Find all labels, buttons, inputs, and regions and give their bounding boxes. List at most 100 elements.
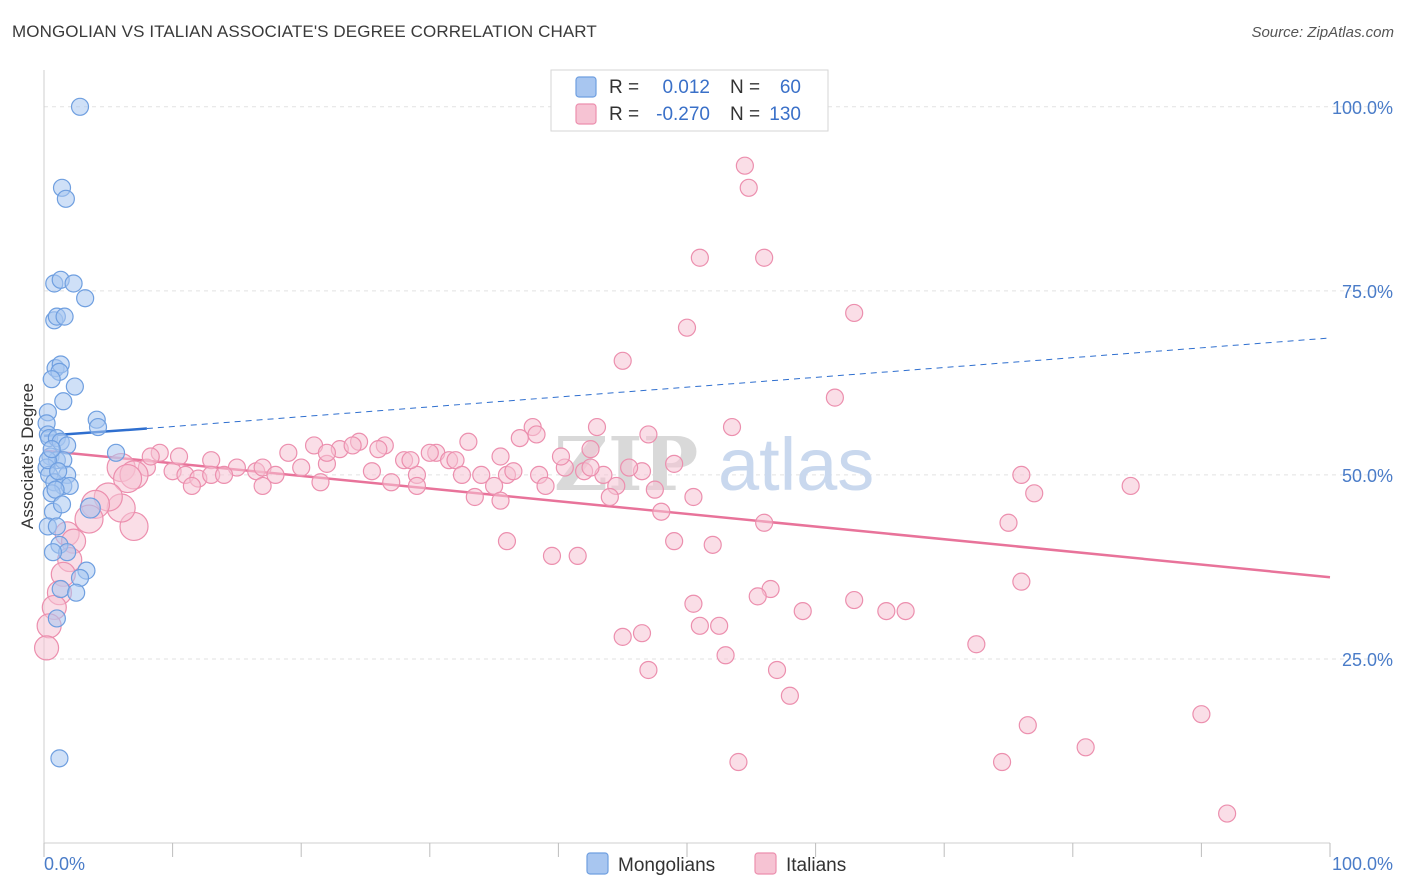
gridlines [44,106,1392,660]
mongolian-point-14 [65,377,84,396]
italian-point-118 [729,752,748,772]
mongolian-point-39 [47,517,66,536]
italian-point-84 [551,447,571,466]
italian-point-11 [722,417,742,437]
italian-point-101 [877,601,896,621]
italian-point-87 [420,443,439,462]
mongolian-point-0 [70,97,90,116]
bottom-legend-mongolians: Mongolians [618,855,715,876]
watermark-atlas: atlas [718,423,874,506]
italian-point-108 [632,624,652,643]
italian-point-96 [999,513,1018,532]
mongolian-point-9 [55,307,74,326]
y-tick-labels: 25.0% 50.0% 75.0% 100.0% [1332,98,1393,670]
italian-point-119 [1218,804,1237,823]
italian-point-5 [845,303,864,323]
y-tick-label-1: 50.0% [1342,466,1393,486]
italian-point-44 [472,465,491,485]
mongolian-point-13 [42,370,61,389]
mongolian-point-15 [54,392,73,411]
legend-swatch-mongolian [575,76,597,98]
italian-point-117 [992,752,1012,772]
italian-point-86 [504,462,523,481]
italian-point-60 [465,487,484,507]
italian-point-95 [755,513,774,532]
legend-n-value-1: 60 [780,77,801,98]
mongolian-point-48 [50,749,69,768]
mongolian-point-6 [76,289,95,308]
italian-point-83 [527,425,546,444]
italian-point-12 [510,428,529,448]
italian-point-34 [214,465,234,485]
italian-point-40 [362,462,382,481]
legend-n-label-2: N = [730,104,760,125]
italian-point-20 [491,447,510,466]
mongolian-point-25 [106,443,126,462]
bottom-legend-swatch-mongolians [586,852,609,875]
italian-point-114 [1018,716,1037,735]
italian-point-109 [967,635,986,654]
italian-point-97 [1012,572,1031,591]
y-axis-title: Associate's Degree [18,383,37,529]
italian-point-3 [755,248,774,267]
legend-r-label-2: R = [609,104,639,125]
x-tick-label-0: 0.0% [44,854,85,874]
italian-point-85 [581,440,600,459]
italian-point-89 [169,447,189,466]
italian-point-63 [652,502,671,521]
italian-point-18 [279,443,298,462]
x-tick-labels: 0.0% 100.0% [44,854,1393,874]
italian-point-112 [767,660,787,680]
italian-point-99 [748,587,767,606]
italian-point-122 [1121,476,1140,496]
mongolian-point-51 [49,462,68,481]
italian-point-90 [497,532,517,551]
italian-point-121 [1025,484,1044,503]
italian-point-76 [33,635,60,661]
italian-point-1 [739,178,758,197]
italian-point-54 [311,473,330,492]
legend-n-label-1: N = [730,77,760,98]
chart-title: MONGOLIAN VS ITALIAN ASSOCIATE'S DEGREE … [12,22,597,41]
series-legend: Mongolians Italians [586,852,846,876]
italian-point-53 [253,476,272,496]
correlation-legend: R = 0.012 N = 60 R = -0.270 N = 130 [550,69,829,132]
italian-point-91 [542,546,562,565]
italian-point-62 [491,491,510,510]
mongolian-point-53 [52,495,72,514]
italian-point-6 [613,351,632,370]
italian-point-7 [825,388,844,407]
italian-point-37 [266,465,285,485]
italian-point-105 [690,616,709,635]
y-tick-label-2: 75.0% [1342,282,1393,302]
italian-point-55 [407,476,427,496]
italian-point-2 [690,248,709,267]
mongolian-point-50 [42,440,61,459]
italian-point-79 [369,440,388,459]
bottom-legend-swatch-italians [754,852,777,875]
italian-point-100 [845,590,864,610]
italian-point-59 [645,480,664,499]
italian-point-102 [896,601,915,621]
mongolian-trend-extension [146,337,1331,430]
legend-n-value-2: 130 [769,104,801,125]
italian-point-107 [613,627,632,646]
mongolian-point-5 [64,274,83,293]
legend-r-label-1: R = [609,77,639,98]
italian-point-82 [665,454,684,473]
italian-point-120 [1012,465,1031,485]
italian-point-106 [710,616,729,635]
mongolian-point-37 [79,497,101,519]
italian-point-10 [639,425,658,444]
x-tick-label-1: 100.0% [1332,854,1393,874]
mongolian-points [37,97,126,768]
italian-point-80 [401,451,420,470]
italian-point-81 [620,458,639,477]
y-tick-label-0: 25.0% [1342,650,1393,670]
italian-point-51 [112,463,143,494]
mongolian-point-42 [43,543,63,562]
italian-point-111 [639,660,658,680]
chart-source: Source: ZipAtlas.com [1251,24,1394,41]
italian-point-115 [1076,738,1095,757]
